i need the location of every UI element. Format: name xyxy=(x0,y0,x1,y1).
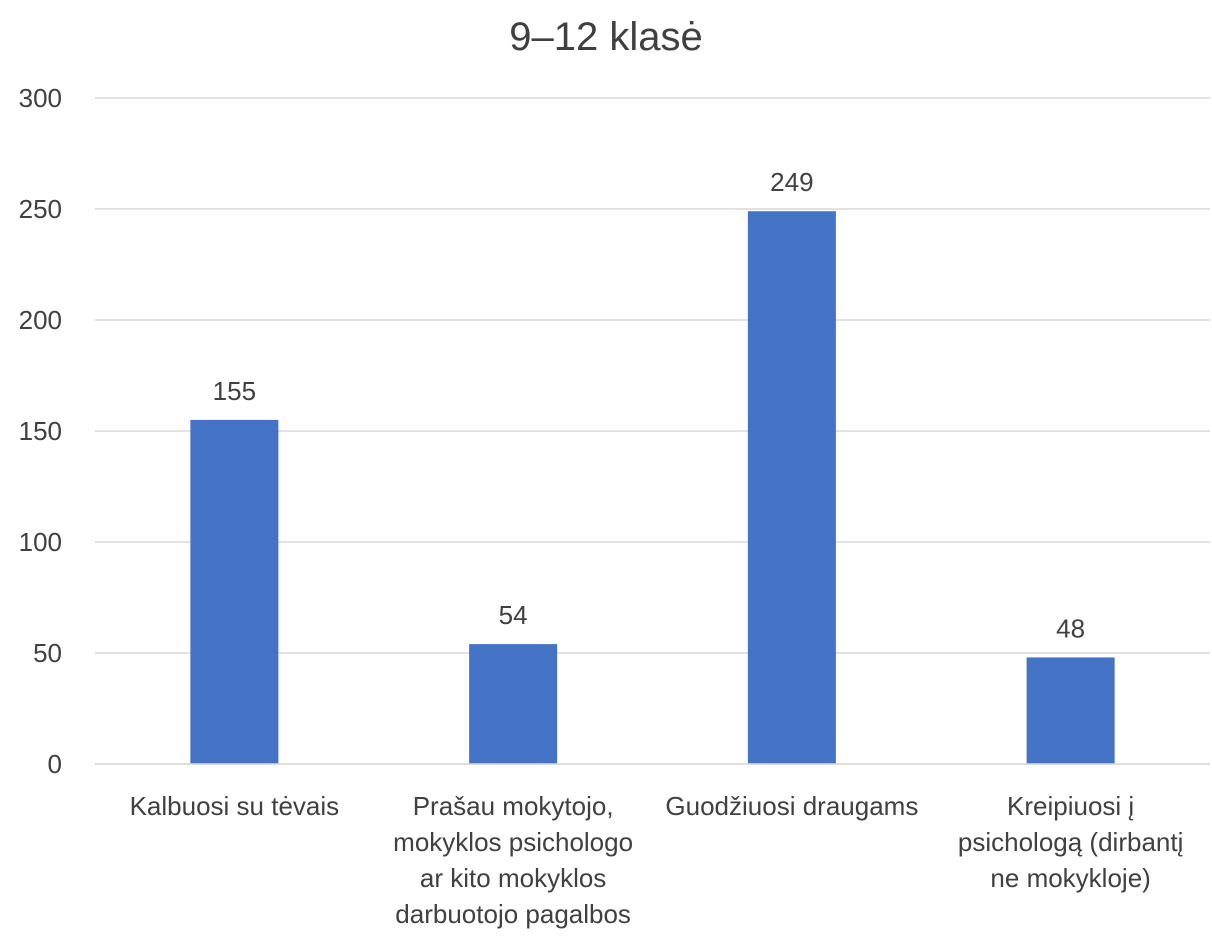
y-tick-label: 200 xyxy=(19,305,62,335)
data-label: 249 xyxy=(770,167,813,197)
y-tick-label: 250 xyxy=(19,194,62,224)
y-tick-label: 0 xyxy=(48,749,62,779)
y-tick-label: 150 xyxy=(19,416,62,446)
y-tick-label: 300 xyxy=(19,83,62,113)
bar xyxy=(1026,657,1115,764)
data-label: 48 xyxy=(1056,613,1085,643)
y-tick-label: 100 xyxy=(19,527,62,557)
x-tick-label: Kalbuosi su tėvais xyxy=(129,791,340,821)
x-tick-label: Guodžiuosi draugams xyxy=(665,791,919,821)
x-tick-label: Prašau mokytojo, mokyklos psichologo ar … xyxy=(393,791,634,929)
data-label: 54 xyxy=(499,600,528,630)
bar xyxy=(190,419,279,764)
chart-title: 9–12 klasė xyxy=(509,15,703,59)
x-tick-label: Kreipiuosi į psichologą (dirbantį ne mok… xyxy=(957,791,1184,893)
y-tick-label: 50 xyxy=(33,638,62,668)
bar xyxy=(469,644,558,764)
data-label: 155 xyxy=(213,376,256,406)
bar xyxy=(747,211,836,765)
